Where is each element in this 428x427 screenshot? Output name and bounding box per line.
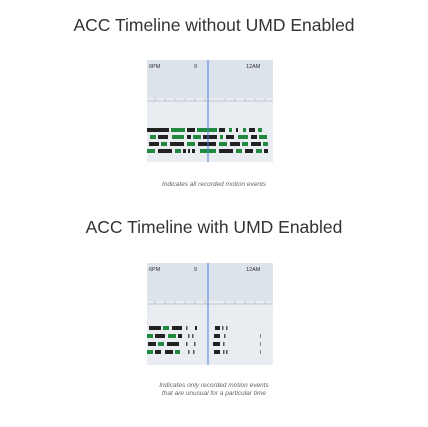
time-label-6pm: 6PM [149, 267, 161, 273]
diagram-2-caption-line-1: Indicates only recorded motion events [159, 382, 269, 389]
time-label-9: 9 [194, 64, 197, 70]
diagram-1-title: ACC Timeline without UMD Enabled [73, 15, 355, 35]
timeline-2-header [147, 263, 273, 301]
timeline-1-header [147, 60, 273, 98]
time-label-9: 9 [194, 267, 197, 273]
diagram-2-title: ACC Timeline with UMD Enabled [85, 217, 343, 237]
time-label-6pm: 6PM [149, 64, 161, 70]
timeline-without-umd: 6PM 9 12AM [147, 60, 273, 162]
time-label-12am: 12AM [246, 64, 261, 70]
timeline-with-umd: 6PM 9 12AM [147, 263, 273, 365]
timeline-1-ticks [154, 97, 266, 101]
motion-events-1 [147, 128, 268, 153]
diagram-2-caption: Indicates only recorded motion events th… [0, 382, 428, 398]
timeline-2-ticks [154, 300, 266, 304]
motion-events-2 [147, 326, 261, 354]
diagram-1-caption: Indicates all recorded motion events [161, 181, 267, 188]
diagram-2-caption-line-2: that are unusual for a particular time [161, 390, 267, 397]
time-label-12am: 12AM [246, 267, 261, 273]
